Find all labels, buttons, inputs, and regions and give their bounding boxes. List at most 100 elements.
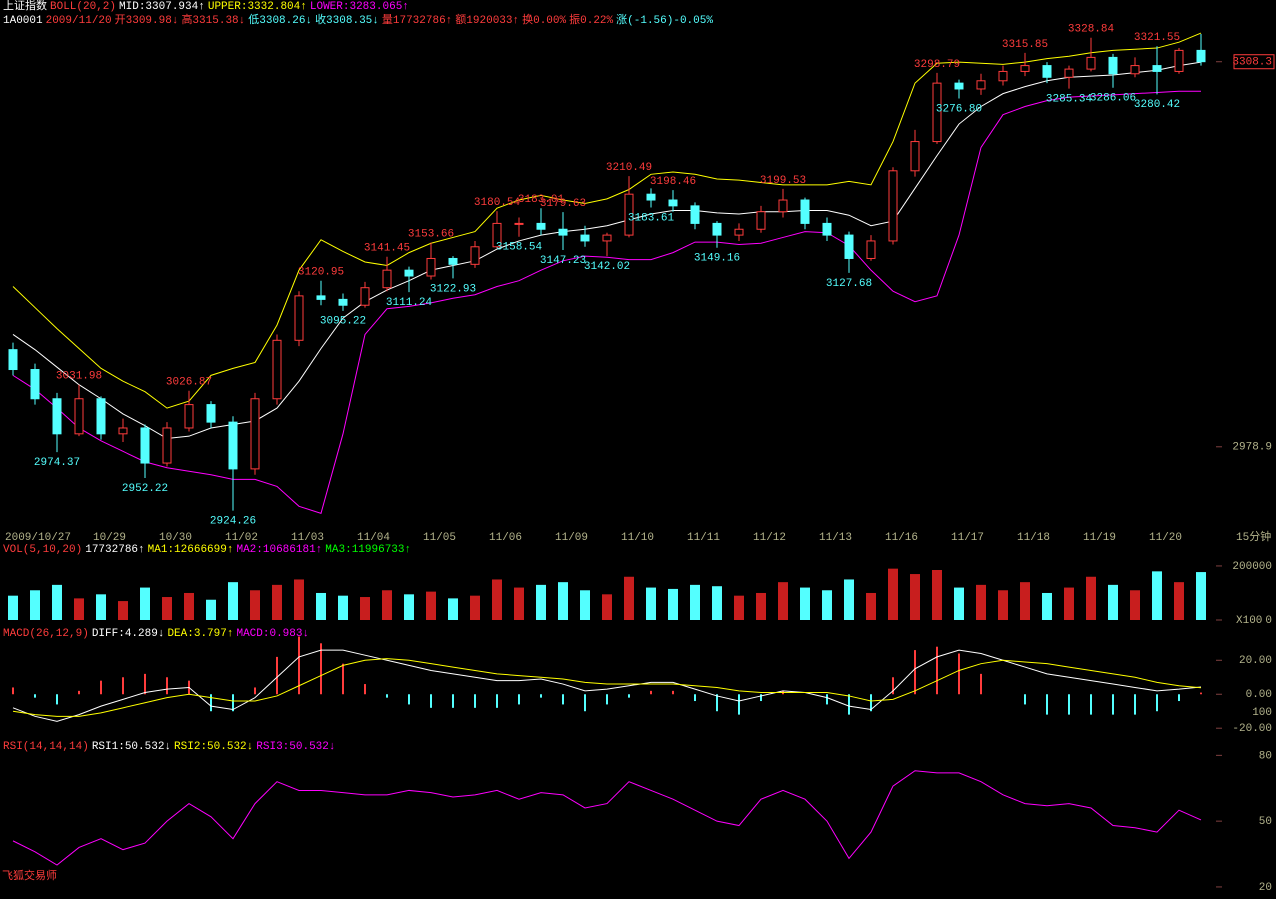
candle-body: [470, 246, 480, 265]
volume-bar: [272, 584, 282, 620]
candle-body: [1152, 65, 1162, 72]
volume-bar: [1086, 576, 1096, 620]
low-label: 3286.06: [1090, 93, 1136, 105]
volume-bar: [668, 588, 678, 620]
high-label: 3179.63: [540, 198, 586, 210]
x-tick-label: 11/16: [885, 532, 918, 544]
x-tick-label: 11/17: [951, 532, 984, 544]
candle-body: [74, 398, 84, 435]
candle-body: [228, 421, 238, 470]
candle-body: [866, 240, 876, 259]
close: 收3308.35↓: [315, 15, 379, 27]
volume-bar: [360, 597, 370, 620]
x-tick-label: 11/20: [1149, 532, 1182, 544]
volume-bar: [734, 595, 744, 620]
open: 开3309.98↓: [114, 15, 179, 27]
candle-body: [514, 222, 524, 225]
volume-bar: [96, 594, 106, 620]
volume-bar: [140, 587, 150, 620]
volume-bar: [690, 584, 700, 620]
y-tick-label: 0: [1265, 615, 1272, 627]
candle-body: [624, 193, 634, 236]
candle-body: [426, 257, 436, 277]
candle-body: [96, 398, 106, 435]
high-label: 3183.01: [518, 194, 565, 206]
high-label: 3315.85: [1002, 39, 1048, 51]
code: 1A0001: [3, 15, 43, 27]
volume-bar: [470, 595, 480, 620]
turnover: 换0.00%: [522, 15, 567, 27]
readout: MACD:0.983↓: [236, 628, 310, 640]
date: 2009/11/20: [45, 15, 112, 27]
candle-body: [822, 222, 832, 236]
candle-body: [910, 141, 920, 172]
volume-bar: [1196, 572, 1206, 620]
volume-bar: [448, 598, 458, 620]
volume-bar: [932, 570, 942, 620]
high-label: 3031.98: [56, 371, 102, 383]
candle-body: [272, 339, 282, 400]
panel-title: RSI(14,14,14): [3, 741, 89, 753]
high-label: 3321.55: [1134, 32, 1180, 44]
axis-note: 100: [1252, 707, 1272, 719]
y-tick-label: 3308.3: [1232, 57, 1272, 69]
candle-body: [1064, 68, 1074, 78]
candle-body: [1196, 49, 1206, 63]
volume-bar: [624, 576, 634, 620]
candle-body: [734, 228, 744, 236]
candle-body: [1108, 56, 1118, 75]
y-tick-label: 50: [1259, 816, 1272, 828]
amplitude: 振0.22%: [569, 15, 614, 27]
high-label: 3141.45: [364, 243, 410, 255]
high-label: 3199.53: [760, 175, 806, 187]
volume-bar: [778, 582, 788, 620]
volume-bar: [712, 586, 722, 620]
volume-bar: [118, 601, 128, 620]
indicator: BOLL(20,2): [50, 1, 117, 13]
volume-bar: [822, 590, 832, 620]
candle-body: [8, 349, 18, 371]
candle-body: [294, 295, 304, 341]
volume-bar: [206, 599, 216, 620]
readout: MA1:12666699↑: [147, 544, 234, 556]
x-tick-label: 11/04: [357, 532, 390, 544]
candle-body: [140, 427, 150, 464]
series-line: [12, 61, 1202, 440]
y-tick-label: 20.00: [1239, 655, 1272, 667]
high-label: 3298.79: [914, 59, 960, 71]
volume-bar: [250, 590, 260, 620]
x-tick-label: 11/05: [423, 532, 456, 544]
volume-bar: [426, 591, 436, 620]
header-line: 上证指数 BOLL(20,2) MID:3307.934↑ UPPER:3332.80…: [3, 1, 412, 14]
volume-bar: [580, 590, 590, 620]
high-label: 3153.66: [408, 228, 454, 240]
volume-bar: [800, 587, 810, 620]
low-label: 3122.93: [430, 283, 476, 295]
x-tick-label: 10/29: [93, 532, 126, 544]
x-tick-label: 10/30: [159, 532, 192, 544]
readout: 17732786↑: [85, 544, 145, 556]
candle-body: [646, 193, 656, 201]
candle-body: [1020, 65, 1030, 72]
candle-body: [976, 80, 986, 90]
low: 低3308.26↓: [248, 15, 313, 27]
candle-body: [1130, 65, 1140, 75]
candle-body: [206, 404, 216, 423]
candle-body: [184, 404, 194, 429]
readout: MA2:10686181↑: [236, 544, 323, 556]
volume-bar: [646, 587, 656, 620]
candle-body: [118, 427, 128, 435]
candle-body: [954, 82, 964, 90]
candle-body: [1174, 49, 1184, 72]
candle-body: [536, 222, 546, 230]
high-label: 3026.87: [166, 377, 212, 389]
candle-body: [778, 199, 788, 213]
candle-body: [52, 398, 62, 435]
amount: 额1920033↑: [455, 15, 520, 27]
volume-bar: [998, 590, 1008, 620]
volume-bar: [536, 584, 546, 620]
y-tick-label: 20: [1259, 882, 1272, 894]
candle-body: [800, 199, 810, 224]
candle-body: [338, 298, 348, 306]
